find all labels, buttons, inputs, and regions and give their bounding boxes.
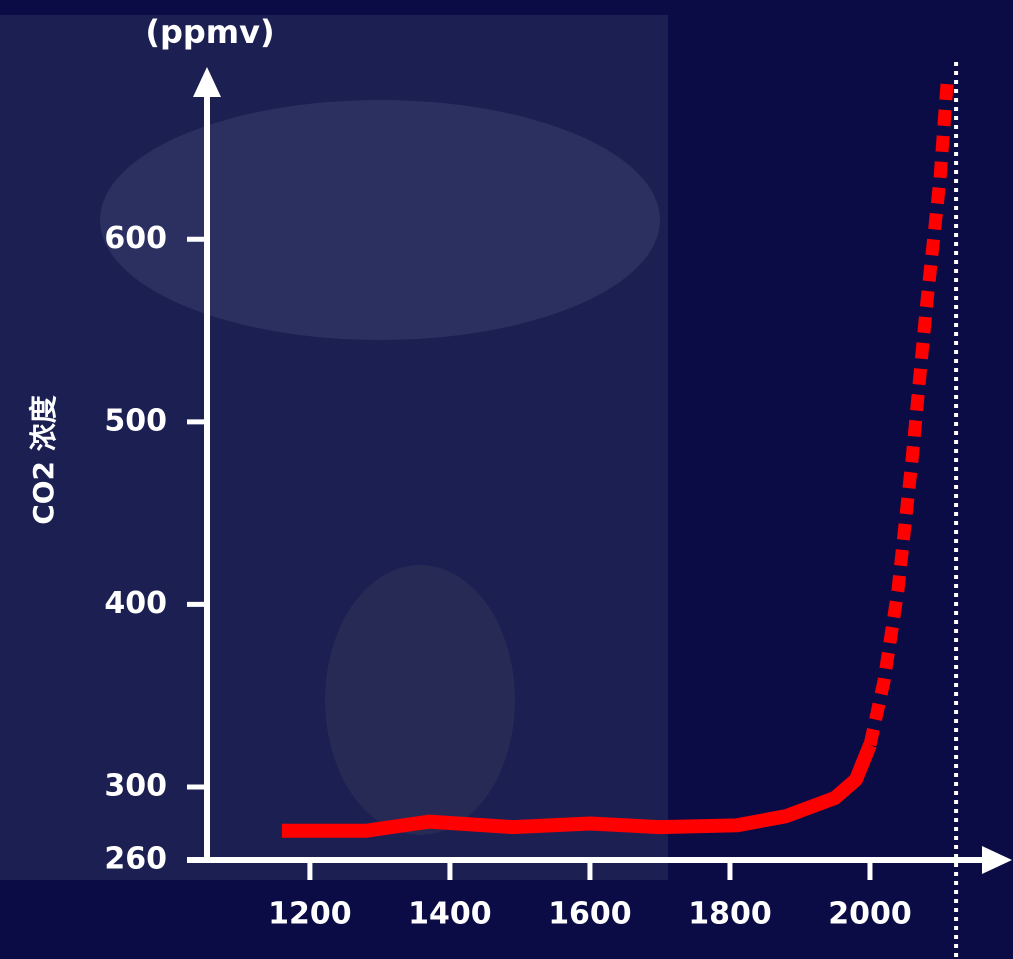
photo-piston: [100, 100, 660, 340]
x-tick-label: 2000: [828, 897, 912, 932]
x-tick-label: 1800: [688, 897, 772, 932]
chart: (ppmv) CO2 浓度 260 300 400 500 600 1200 1400 160…: [0, 0, 1013, 959]
y-tick-label: 260: [104, 842, 167, 877]
photo-wheel: [325, 565, 515, 835]
y-axis-label: CO2 浓度: [27, 395, 60, 525]
x-tick-label: 1400: [408, 897, 492, 932]
y-tick-label: 600: [104, 221, 167, 256]
y-tick-label: 300: [104, 768, 167, 803]
y-tick-label: 400: [104, 586, 167, 621]
x-tick-label: 1200: [268, 897, 352, 932]
y-tick-label: 500: [104, 403, 167, 438]
x-tick-label: 1600: [548, 897, 632, 932]
y-unit: (ppmv): [145, 13, 274, 51]
